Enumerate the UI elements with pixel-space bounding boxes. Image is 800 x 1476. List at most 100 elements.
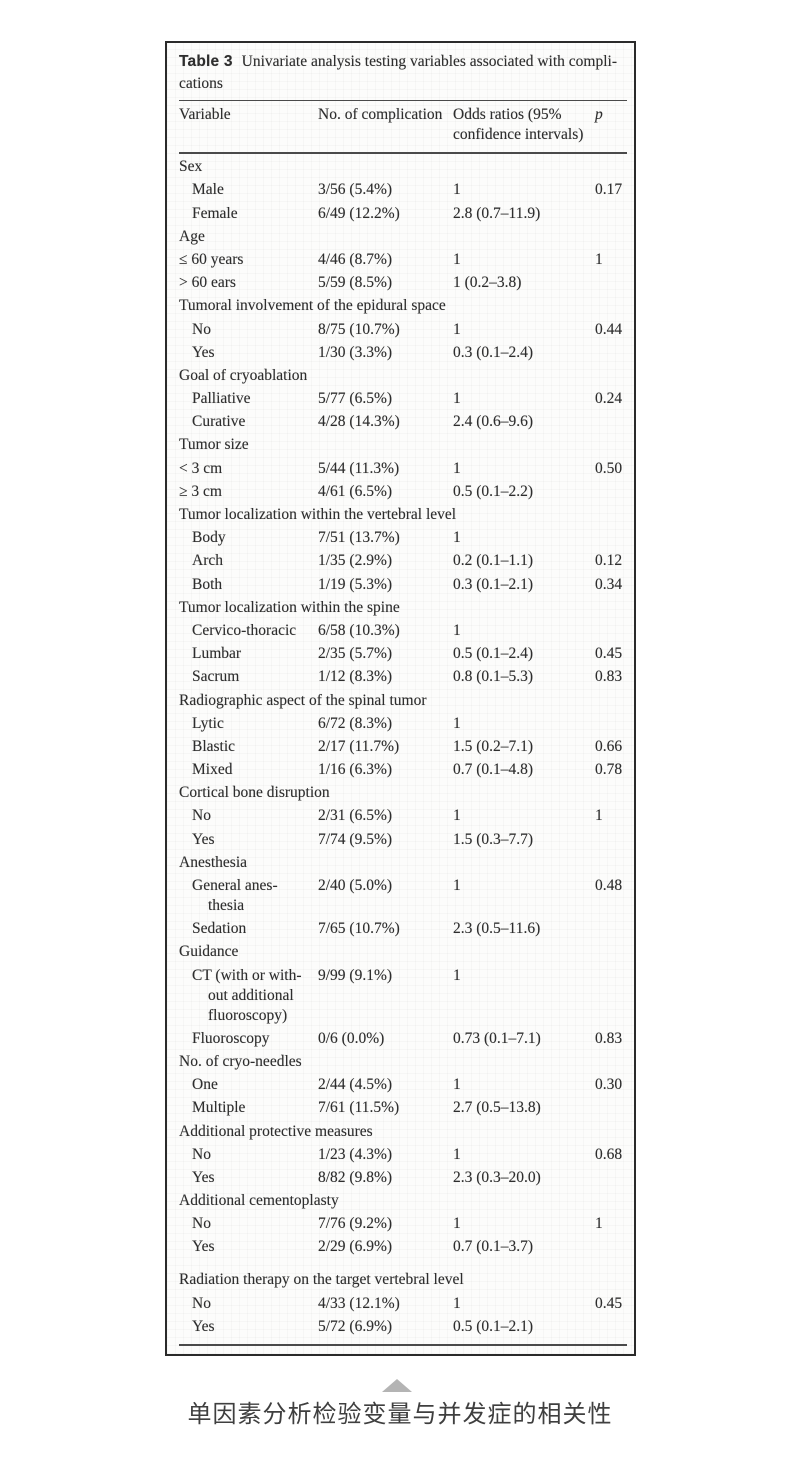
complications-cell: 2/31 (6.5%) xyxy=(318,807,393,825)
variable-cell: General anes- thesia xyxy=(192,877,278,914)
odds-cell: 2.3 (0.5–11.6) xyxy=(453,920,541,938)
complications-cell: 5/72 (6.9%) xyxy=(318,1313,453,1346)
group-label: Additional cementoplasty xyxy=(179,1192,339,1210)
table-title-text: Univariate analysis testing variables as… xyxy=(179,53,618,92)
complications-cell: 8/75 (10.7%) xyxy=(318,320,400,338)
group-row: Tumor size xyxy=(179,432,627,455)
complications-cell: 2/44 (4.5%) xyxy=(318,1076,393,1094)
odds-cell: 1 xyxy=(453,250,461,268)
group-label: Age xyxy=(179,227,205,245)
odds-cell: 1 xyxy=(453,181,461,199)
complications-cell: 7/51 (13.7%) xyxy=(318,529,400,547)
odds-cell: 2.7 (0.5–13.8) xyxy=(453,1099,541,1117)
variable-cell: One xyxy=(192,1076,218,1094)
p-cell xyxy=(595,1165,627,1188)
p-cell xyxy=(595,962,627,1025)
group-label: Sex xyxy=(179,158,203,176)
group-row: Radiographic aspect of the spinal tumor xyxy=(179,687,627,710)
variable-cell: Palliative xyxy=(192,390,251,408)
group-label: Anesthesia xyxy=(179,853,248,871)
p-cell: 1 xyxy=(595,807,603,825)
group-row: Goal of cryoablation xyxy=(179,363,627,386)
complications-cell: 2/29 (6.9%) xyxy=(318,1238,393,1256)
p-cell: 0.24 xyxy=(595,390,623,408)
group-row: Sex xyxy=(179,153,627,177)
complications-cell: 2/35 (5.7%) xyxy=(318,645,393,663)
group-row: No. of cryo-needles xyxy=(179,1049,627,1072)
p-cell: 0.30 xyxy=(595,1076,623,1094)
variable-cell: Curative xyxy=(192,413,246,431)
variable-cell: Yes xyxy=(192,1168,215,1186)
p-cell: 1 xyxy=(595,1215,603,1233)
p-cell: 0.66 xyxy=(595,737,623,755)
complications-cell: 2/17 (11.7%) xyxy=(318,737,400,755)
variable-cell: Lytic xyxy=(192,714,224,732)
odds-cell: 0.8 (0.1–5.3) xyxy=(453,668,534,686)
odds-cell: 0.3 (0.1–2.1) xyxy=(453,575,534,593)
table-row: No 7/76 (9.2%) 1 1 xyxy=(179,1211,627,1234)
p-cell: 0.12 xyxy=(595,552,623,570)
p-cell: 0.83 xyxy=(595,1029,623,1047)
table-row: Sacrum 1/12 (8.3%) 0.8 (0.1–5.3) 0.83 xyxy=(179,664,627,687)
p-cell xyxy=(595,340,627,363)
complications-cell: 5/44 (11.3%) xyxy=(318,459,400,477)
table-row: No 1/23 (4.3%) 1 0.68 xyxy=(179,1142,627,1165)
variable-cell: Female xyxy=(192,204,238,222)
p-cell: 0.44 xyxy=(595,320,623,338)
variable-cell: < 3 cm xyxy=(179,459,223,477)
odds-cell: 1.5 (0.2–7.1) xyxy=(453,737,534,755)
variable-cell: Blastic xyxy=(192,737,236,755)
table-title: Table 3 Univariate analysis testing varia… xyxy=(179,51,627,95)
p-cell: 0.34 xyxy=(595,575,623,593)
group-row: Guidance xyxy=(179,939,627,962)
p-cell xyxy=(595,1313,627,1346)
table-row: Yes 5/72 (6.9%) 0.5 (0.1–2.1) xyxy=(179,1313,627,1346)
group-label: Guidance xyxy=(179,943,239,961)
table-row: Lytic 6/72 (8.3%) 1 xyxy=(179,711,627,734)
complications-cell: 1/30 (3.3%) xyxy=(318,343,393,361)
p-cell: 0.50 xyxy=(595,459,623,477)
variable-cell: Body xyxy=(192,529,226,547)
table-row: Yes 1/30 (3.3%) 0.3 (0.1–2.4) xyxy=(179,340,627,363)
odds-cell: 1 xyxy=(453,459,461,477)
p-cell xyxy=(595,916,627,939)
odds-cell: 2.8 (0.7–11.9) xyxy=(453,204,541,222)
p-cell xyxy=(595,479,627,502)
table-row: Male 3/56 (5.4%) 1 0.17 xyxy=(179,177,627,200)
odds-cell: 2.4 (0.6–9.6) xyxy=(453,413,534,431)
group-label: Cortical bone disruption xyxy=(179,784,330,802)
p-cell: 0.68 xyxy=(595,1145,623,1163)
variable-cell: Lumbar xyxy=(192,645,242,663)
table-row: No 8/75 (10.7%) 1 0.44 xyxy=(179,316,627,339)
group-row: Tumoral involvement of the epidural spac… xyxy=(179,293,627,316)
column-header-variable: Variable xyxy=(179,100,318,154)
complications-cell: 7/61 (11.5%) xyxy=(318,1099,400,1117)
table-row: Yes 7/74 (9.5%) 1.5 (0.3–7.7) xyxy=(179,826,627,849)
odds-cell: 1 xyxy=(453,529,461,547)
table-row: General anes- thesia 2/40 (5.0%) 1 0.48 xyxy=(179,873,627,916)
odds-cell: 0.73 (0.1–7.1) xyxy=(453,1029,541,1047)
odds-cell: 1.5 (0.3–7.7) xyxy=(453,830,534,848)
p-cell: 1 xyxy=(595,250,603,268)
group-label: Additional protective measures xyxy=(179,1122,373,1140)
variable-cell: Sacrum xyxy=(192,668,240,686)
variable-cell: Male xyxy=(192,181,224,199)
table-row: Yes 8/82 (9.8%) 2.3 (0.3–20.0) xyxy=(179,1165,627,1188)
variable-cell: CT (with or with- out additional fluoros… xyxy=(192,966,302,1024)
variable-cell: Yes xyxy=(179,1313,318,1346)
table-row: Lumbar 2/35 (5.7%) 0.5 (0.1–2.4) 0.45 xyxy=(179,641,627,664)
group-label: Radiographic aspect of the spinal tumor xyxy=(179,691,427,709)
p-cell: 0.48 xyxy=(595,877,623,894)
group-label: Tumor localization within the spine xyxy=(179,598,400,616)
complications-cell: 0/6 (0.0%) xyxy=(318,1029,385,1047)
variable-cell: Cervico-thoracic xyxy=(192,621,297,639)
variable-cell: Arch xyxy=(192,552,223,570)
table-number-label: Table 3 xyxy=(179,53,233,70)
complications-cell: 6/58 (10.3%) xyxy=(318,621,400,639)
table-row: Curative 4/28 (14.3%) 2.4 (0.6–9.6) xyxy=(179,409,627,432)
table-row: Mixed 1/16 (6.3%) 0.7 (0.1–4.8) 0.78 xyxy=(179,757,627,780)
group-row: Age xyxy=(179,224,627,247)
variable-cell: Mixed xyxy=(192,761,233,779)
p-cell: 0.83 xyxy=(595,668,623,686)
